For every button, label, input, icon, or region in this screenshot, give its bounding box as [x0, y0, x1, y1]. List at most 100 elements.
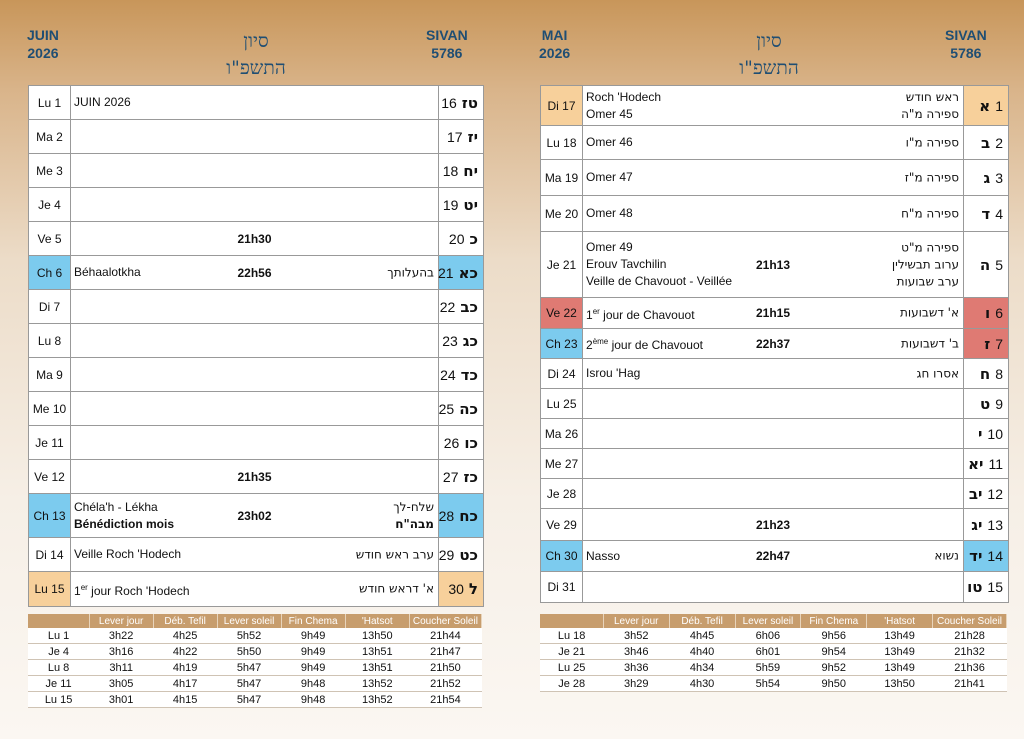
hebrew-day-number: 21 — [438, 264, 454, 281]
zmanim-cell: 4h15 — [153, 691, 218, 708]
day-row[interactable]: Di 7 22 כב — [29, 290, 483, 324]
day-label: Ma 2 — [29, 120, 71, 153]
hebrew-day-letter: ה — [979, 255, 991, 274]
zmanim-cell: 5h52 — [217, 628, 282, 644]
day-events: Nasso 22h47 נשוא — [583, 541, 963, 571]
hebrew-day-letter: כא — [458, 263, 478, 282]
hebrew-event-lines: ספירה מ"ט ערוב תבשילין ערב שבועות — [892, 239, 959, 290]
day-row[interactable]: Lu 15 1er jour Roch 'Hodech א' דראש חודש 30… — [29, 572, 483, 606]
event-lines: Veille Roch 'Hodech — [71, 546, 181, 563]
day-row[interactable]: Ch 23 2ème jour de Chavouot 22h37 ב' דשבועו… — [541, 329, 1008, 359]
hebrew-day-number: 24 — [440, 366, 456, 383]
zmanim-cell: 13h49 — [866, 659, 933, 676]
hebrew-day-letter: כז — [463, 467, 478, 486]
hebrew-day-number: 29 — [438, 546, 455, 563]
zmanim-cell: 4h40 — [669, 643, 735, 660]
day-events: 1er jour Roch 'Hodech א' דראש חודש — [71, 572, 438, 606]
zmanim-cell: 21h47 — [409, 643, 482, 660]
day-row[interactable]: Ch 13 Chéla'h - Lékha Bénédiction mois 23h0… — [29, 494, 483, 538]
zmanim-cell: 13h52 — [345, 691, 410, 708]
day-row[interactable]: Je 11 26 כו — [29, 426, 483, 460]
day-row[interactable]: Je 21 Omer 49 Erouv Tavchilin Veille de Cha… — [541, 232, 1008, 298]
day-row[interactable]: Me 27 יא 11 — [541, 449, 1008, 479]
day-row[interactable]: Ma 9 24 כד — [29, 358, 483, 392]
hebrew-event-lines: א' דשבועות — [900, 305, 959, 322]
event-line: Chéla'h - Lékha — [74, 499, 158, 514]
day-label: Di 24 — [541, 359, 583, 388]
day-row[interactable]: Lu 18 Omer 46 ספירה מ"ו ב 2 — [541, 126, 1008, 160]
zmanim-cell: 3h16 — [89, 643, 154, 660]
hebrew-month-name: סיון — [756, 30, 782, 52]
day-row[interactable]: Ma 19 Omer 47 ספירה מ"ז ג 3 — [541, 160, 1008, 196]
zmanim-cell: Lu 25 — [540, 659, 604, 676]
zmanim-cell: 5h59 — [735, 659, 801, 676]
day-row[interactable]: Je 4 19 יט — [29, 188, 483, 222]
hebrew-date: יא 11 — [963, 449, 1008, 478]
zmanim-cell: 9h56 — [800, 628, 867, 644]
event-line: Veille Roch 'Hodech — [74, 547, 182, 561]
day-label: Je 11 — [29, 426, 71, 459]
day-row[interactable]: Di 17 Roch 'Hodech Omer 45 ראש חודש ספירה מ"… — [541, 86, 1008, 126]
zmanim-cell: Lu 15 — [28, 691, 90, 708]
zmanim-cell: 9h48 — [281, 675, 346, 692]
hebrew-date: 24 כד — [438, 358, 483, 391]
day-row[interactable]: Di 31 טו 15 — [541, 572, 1008, 602]
day-label: Ch 13 — [29, 494, 71, 537]
day-label: Ve 5 — [29, 222, 71, 255]
zmanim-cell: Je 28 — [540, 675, 604, 692]
hebrew-event-line: שלח-לך — [393, 499, 434, 514]
day-row[interactable]: Lu 8 23 כג — [29, 324, 483, 358]
day-row[interactable]: Ma 2 17 יז — [29, 120, 483, 154]
event-line: Omer 48 — [586, 206, 633, 220]
hebrew-event-line: ספירה מ"ח — [901, 206, 959, 220]
hebrew-event-lines: בהעלותך — [387, 264, 434, 281]
zmanim-cell: 3h29 — [603, 675, 670, 692]
hebrew-day-letter: יב — [968, 484, 983, 503]
day-label: Ve 12 — [29, 460, 71, 493]
day-row[interactable]: Ve 29 21h23 יג 13 — [541, 509, 1008, 541]
event-line: Omer 45 — [586, 106, 633, 121]
day-events: Roch 'Hodech Omer 45 ראש חודש ספירה מ"ה — [583, 86, 963, 125]
day-row[interactable]: Ch 30 Nasso 22h47 נשוא יד 14 — [541, 541, 1008, 572]
hebrew-date: יג 13 — [963, 509, 1008, 540]
hebrew-event-lines: א' דראש חודש — [359, 581, 434, 598]
day-row[interactable]: Lu 1 JUIN 2026 16 טז — [29, 86, 483, 120]
day-events: Isrou 'Hag אסרו חג — [583, 359, 963, 388]
day-row[interactable]: Me 10 25 כה — [29, 392, 483, 426]
hebrew-date: 23 כג — [438, 324, 483, 357]
candle-time: 21h13 — [755, 257, 791, 272]
day-row[interactable]: Ve 5 21h30 20 כ — [29, 222, 483, 256]
hebrew-event-lines: ספירה מ"ח — [901, 205, 959, 222]
hebrew-date: 21 כא — [438, 256, 483, 289]
day-row[interactable]: Me 20 Omer 48 ספירה מ"ח ד 4 — [541, 196, 1008, 232]
hebrew-date: 29 כט — [438, 538, 483, 571]
day-row[interactable]: Ma 26 י 10 — [541, 419, 1008, 449]
event-lines: JUIN 2026 — [71, 94, 131, 111]
day-label: Ve 29 — [541, 509, 583, 540]
hebrew-event-lines: נשוא — [934, 548, 959, 565]
day-row[interactable]: Ve 12 21h35 27 כז — [29, 460, 483, 494]
hebrew-event-lines: שלח-לך מבה"ח — [393, 499, 434, 533]
event-lines: Nasso — [583, 548, 620, 565]
zmanim-header: Lever jour — [89, 614, 154, 628]
hebrew-event-line: בהעלותך — [387, 265, 434, 279]
day-label: Di 14 — [29, 538, 71, 571]
zmanim-cell: Je 11 — [28, 675, 90, 692]
day-events: Omer 46 ספירה מ"ו — [583, 126, 963, 159]
day-label: Ma 9 — [29, 358, 71, 391]
day-row[interactable]: Je 28 יב 12 — [541, 479, 1008, 509]
day-row[interactable]: Ve 22 1er jour de Chavouot 21h15 א' דשבועות… — [541, 298, 1008, 329]
day-row[interactable]: Di 14 Veille Roch 'Hodech ערב ראש חודש 29 כט — [29, 538, 483, 572]
day-row[interactable]: Lu 25 ט 9 — [541, 389, 1008, 419]
day-row[interactable]: Ch 6 Béhaalotkha 22h56 בהעלותך 21 כא — [29, 256, 483, 290]
zmanim-cell: Lu 18 — [540, 628, 604, 644]
day-events — [583, 389, 963, 418]
hebrew-month-name: סיון — [243, 30, 269, 52]
day-row[interactable]: Di 24 Isrou 'Hag אסרו חג ח 8 — [541, 359, 1008, 389]
day-row[interactable]: Me 3 18 יח — [29, 154, 483, 188]
hebrew-day-letter: ח — [979, 364, 991, 383]
